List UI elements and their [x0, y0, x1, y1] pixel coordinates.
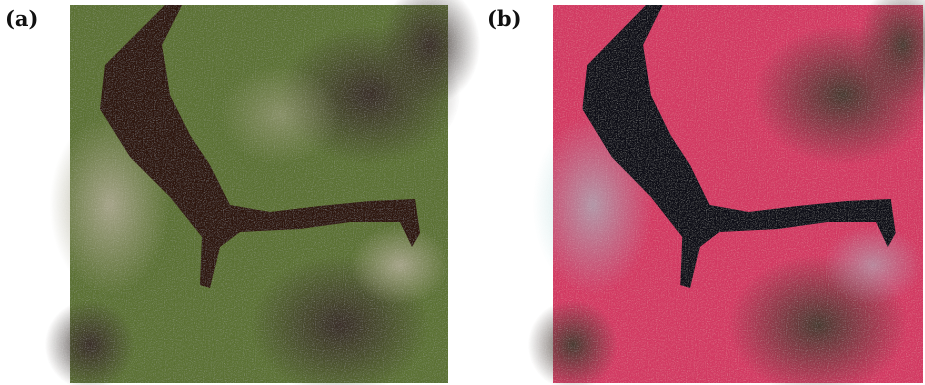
panel-label: (a)	[5, 6, 38, 31]
figure: (a) (b)	[0, 0, 925, 385]
satellite-image-b	[528, 0, 925, 385]
panel-label: (b)	[487, 6, 522, 31]
satellite-image-a	[45, 0, 480, 385]
